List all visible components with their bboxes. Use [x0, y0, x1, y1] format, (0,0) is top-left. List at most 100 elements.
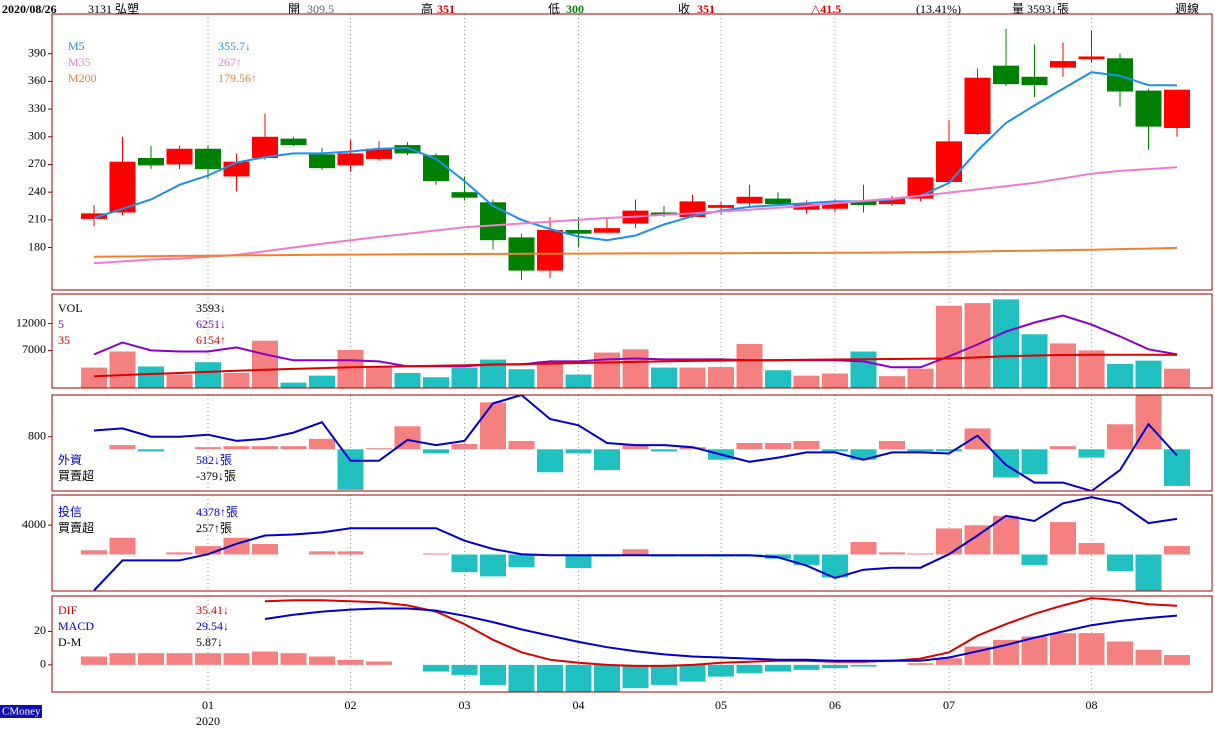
bar [166, 374, 193, 388]
bar [822, 554, 848, 578]
bar [850, 541, 877, 555]
bar [366, 661, 392, 665]
candle-body [394, 145, 421, 154]
legend-name: DIF [58, 603, 78, 617]
candle-body [337, 153, 364, 166]
bar [765, 664, 791, 672]
bar [537, 361, 563, 388]
bar [793, 664, 820, 670]
bar [565, 664, 592, 692]
legend-name: 外資 [58, 453, 82, 467]
panel [81, 294, 1190, 388]
date: 2020/08/26 [2, 2, 57, 16]
bar [81, 367, 107, 388]
bar [565, 449, 592, 454]
bar [1078, 350, 1105, 388]
bar [508, 440, 535, 450]
bar [81, 550, 107, 555]
candle-body [252, 136, 278, 158]
bar [508, 554, 535, 567]
bar [508, 664, 535, 692]
legend-value: 35.41↓ [196, 603, 229, 617]
bar [736, 343, 763, 388]
bar [166, 653, 193, 665]
legend-name: D-M [58, 635, 82, 649]
bar [594, 352, 620, 388]
bar [907, 553, 934, 555]
bar [793, 440, 820, 450]
x-tick-label: 01 [202, 698, 214, 712]
y-tick-label: 20 [34, 623, 46, 637]
bar [822, 664, 848, 669]
bar [622, 664, 649, 689]
bar [850, 449, 877, 460]
bar [195, 447, 221, 450]
bar [309, 656, 335, 665]
candle-body [1135, 90, 1162, 127]
bar [366, 448, 392, 450]
bar [451, 367, 478, 388]
panel [81, 14, 1190, 290]
bar [879, 376, 905, 388]
bar [451, 444, 478, 450]
bar [936, 305, 962, 388]
legend-value: 6251↓ [196, 317, 226, 331]
bar [936, 449, 962, 452]
legend-value: 257↑張 [196, 521, 232, 535]
bar [964, 646, 991, 665]
bar [964, 428, 991, 450]
legend-value: 29.54↓ [196, 619, 229, 633]
bar [252, 544, 278, 555]
bar [993, 449, 1019, 478]
candle-body [850, 201, 877, 206]
bar [252, 651, 278, 665]
bar [793, 554, 820, 565]
bar [138, 653, 164, 665]
candle-body [879, 198, 905, 205]
bar [480, 554, 506, 577]
legend-name: 買賣超 [58, 468, 94, 483]
bar [138, 449, 164, 452]
bar [280, 382, 307, 388]
legend-name: M35 [68, 55, 91, 69]
bar [907, 449, 934, 452]
series-line [93, 353, 1178, 378]
bar [195, 362, 221, 388]
bar [1078, 633, 1105, 665]
candle-body [936, 141, 962, 182]
bar [850, 664, 877, 667]
series-line [93, 71, 1178, 242]
bar [565, 554, 592, 569]
low-value: 300 [566, 2, 584, 16]
x-tick-label: 08 [1086, 698, 1098, 712]
series-line [93, 314, 1178, 369]
candle-body [1021, 76, 1048, 86]
bar [451, 664, 478, 675]
bar [1021, 554, 1048, 565]
bar [508, 369, 535, 388]
bar [622, 445, 649, 450]
bar [1050, 522, 1076, 555]
bar [223, 372, 250, 388]
bar [708, 367, 734, 388]
bar [109, 351, 136, 388]
change: △41.5 [811, 2, 841, 16]
y-tick-label: 300 [28, 129, 46, 143]
stock: 3131 弘塑 [88, 1, 139, 16]
candle-body [708, 205, 734, 208]
y-tick-label: 330 [28, 101, 46, 115]
bar [280, 446, 307, 450]
bar [423, 553, 449, 555]
close-value: 351 [697, 2, 715, 16]
bar [736, 443, 763, 450]
bar [223, 446, 250, 450]
bar [252, 446, 278, 450]
bar [394, 372, 421, 388]
candle-body [993, 65, 1019, 85]
close-label: 收 [678, 2, 690, 16]
x-tick-label: 02 [345, 698, 357, 712]
bar [565, 374, 592, 388]
panel [93, 395, 1190, 491]
panel [81, 596, 1190, 692]
bar [109, 537, 136, 555]
